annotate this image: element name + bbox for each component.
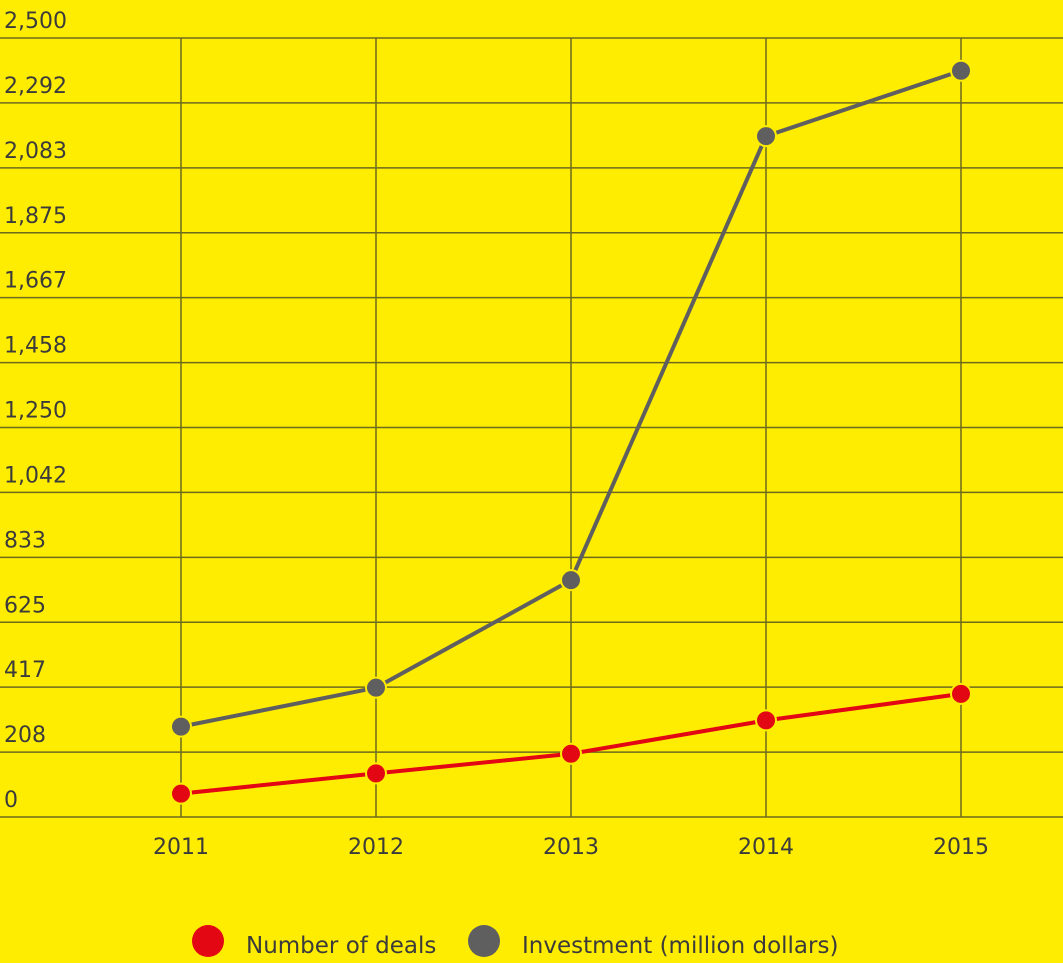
y-tick-label: 1,042 [4,463,67,488]
legend-item: Number of deals [192,925,436,959]
x-tick-label: 2011 [153,835,209,860]
legend-label: Number of deals [246,933,436,959]
series-layer [170,59,972,805]
y-tick-label: 2,083 [4,139,67,164]
y-tick-label: 1,875 [4,204,67,229]
x-tick-label: 2013 [543,835,599,860]
data-point [170,782,192,805]
data-point [365,762,387,785]
y-axis-tick-labels: 0 208 417 625 833 1,042 1,250 1,458 1,667 1,875 2,… [4,9,67,813]
gridlines [0,37,1063,818]
legend-label: Investment (million dollars) [522,933,838,959]
x-axis-tick-labels: 2011 2012 2013 2014 2015 [153,835,989,860]
legend-marker [192,925,224,957]
x-tick-label: 2012 [348,835,404,860]
data-point [950,682,972,705]
y-tick-label: 417 [4,658,46,683]
y-tick-label: 1,250 [4,399,67,424]
y-tick-label: 833 [4,528,46,553]
data-point [560,742,582,765]
data-point [755,709,777,732]
data-point [950,59,972,82]
data-point [755,125,777,148]
data-point [560,569,582,592]
legend-item: Investment (million dollars) [468,925,838,959]
legend: Number of deals Investment (million dolla… [192,925,838,959]
data-point [365,676,387,699]
y-tick-label: 0 [4,788,18,813]
series-investment [170,59,972,738]
y-tick-label: 1,667 [4,269,67,294]
x-tick-label: 2014 [738,835,794,860]
data-point [170,715,192,738]
y-tick-label: 1,458 [4,334,67,359]
y-tick-label: 2,292 [4,74,67,99]
legend-marker [468,925,500,957]
y-tick-label: 2,500 [4,9,67,34]
x-tick-label: 2015 [933,835,989,860]
series-number-of-deals [170,682,972,805]
y-tick-label: 625 [4,593,46,618]
y-tick-label: 208 [4,723,46,748]
